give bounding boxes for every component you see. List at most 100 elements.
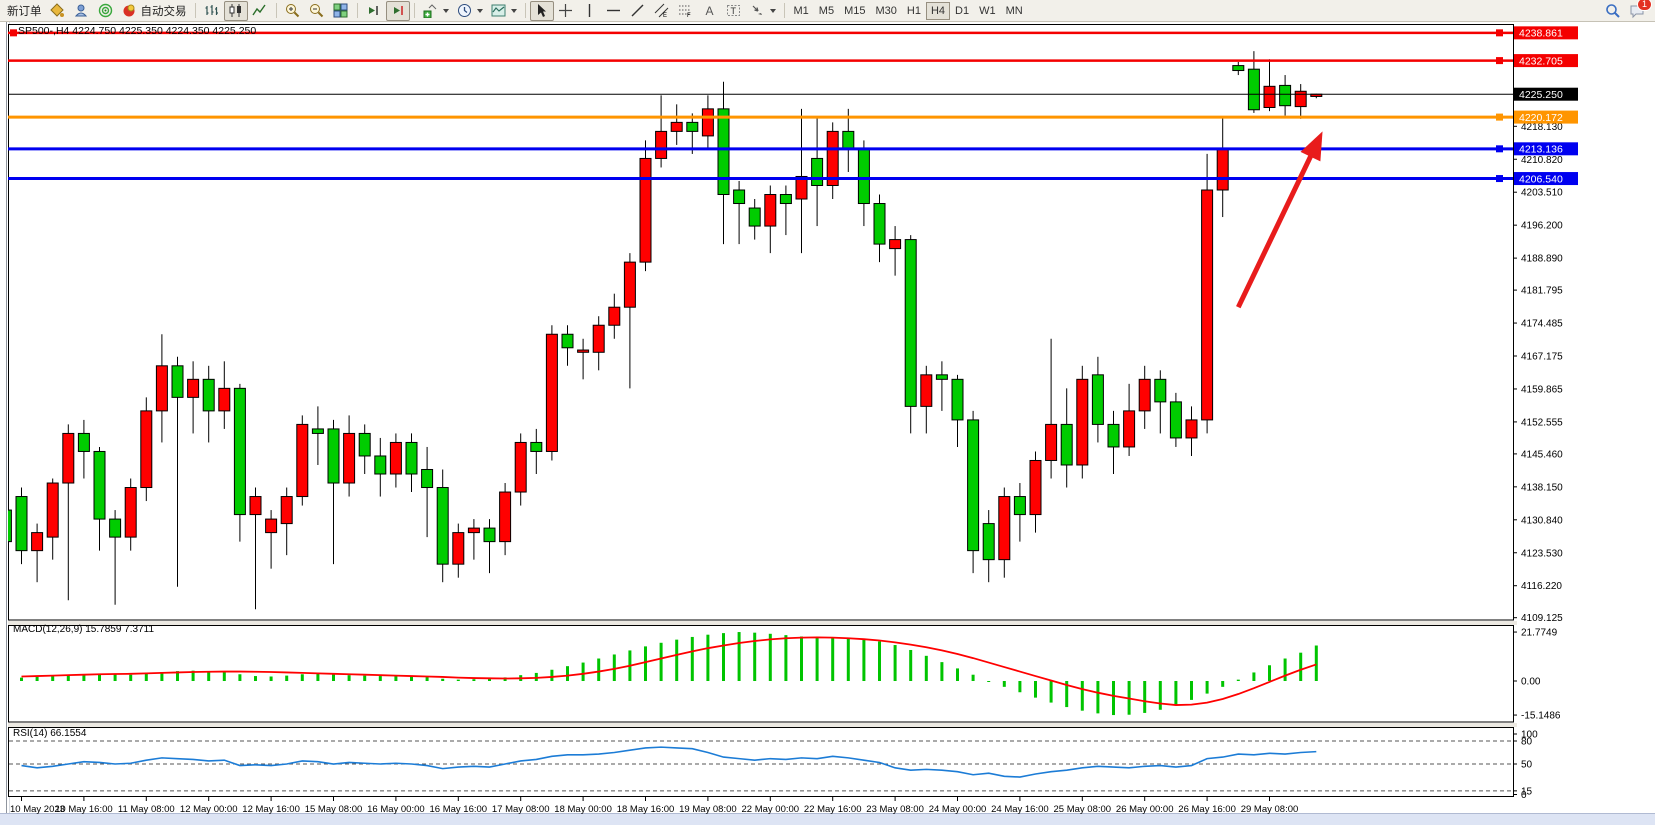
rsi-label: RSI(14) 66.1554 <box>13 728 87 739</box>
timeframe-m5[interactable]: M5 <box>818 4 835 17</box>
line-chart-button[interactable] <box>248 1 272 21</box>
rsi-scale-label: 50 <box>1521 760 1533 771</box>
signals-button[interactable] <box>94 1 118 21</box>
autotrade-icon <box>122 3 138 19</box>
timeframe-h1[interactable]: H1 <box>906 4 921 17</box>
timeframe-m15[interactable]: M15 <box>844 4 866 17</box>
time-axis-label: 12 May 00:00 <box>180 804 238 815</box>
zoom-in-button[interactable] <box>281 1 305 21</box>
toolbar-separator <box>194 3 196 18</box>
tile-windows-icon <box>333 3 349 19</box>
periods-button[interactable] <box>453 1 487 21</box>
line-handle <box>1496 29 1503 37</box>
search-icon[interactable] <box>1605 3 1621 19</box>
trendline-icon <box>630 3 646 19</box>
fibonacci-icon: F <box>678 3 694 19</box>
time-axis-label: 16 May 16:00 <box>430 804 488 815</box>
time-axis-label: 10 May 2023 <box>10 804 65 815</box>
vertical-line-button[interactable] <box>578 1 602 21</box>
accounts-button[interactable] <box>70 1 94 21</box>
user-chart-icon <box>74 3 90 19</box>
auto-scroll-button[interactable] <box>362 1 386 21</box>
timeframe-m1[interactable]: M1 <box>793 4 809 17</box>
chart-area[interactable]: 10 May 2023 10 May 16:00 11 May 08:00 12 Ma… <box>0 24 1655 825</box>
arrows-tool-button[interactable] <box>746 1 780 21</box>
dropdown-arrow-icon <box>769 8 776 13</box>
rsi-scale-label: 100 <box>1521 730 1538 741</box>
autotrade-button[interactable]: 自动交易 <box>118 1 191 21</box>
template-icon <box>491 3 507 19</box>
text-label-button[interactable]: T <box>722 1 746 21</box>
macd-signal-line <box>21 636 1317 706</box>
dropdown-arrow-icon <box>476 8 483 13</box>
timeframe-d1[interactable]: D1 <box>955 4 970 17</box>
text-tool-icon: A <box>702 3 718 19</box>
horizontal-line-button[interactable] <box>602 1 626 21</box>
crosshair-button[interactable] <box>554 1 578 21</box>
price-axis-label: 4123.530 <box>1521 548 1563 559</box>
price-axis-label: 4196.200 <box>1521 221 1563 232</box>
time-axis-label: 24 May 00:00 <box>929 804 987 815</box>
tile-windows-button[interactable] <box>329 1 353 21</box>
price-axis-label: 4218.130 <box>1521 122 1563 133</box>
zoom-out-button[interactable] <box>305 1 329 21</box>
notification-badge: 1 <box>1636 0 1652 11</box>
timeframe-mn[interactable]: MN <box>1005 4 1023 17</box>
price-axis-label: 4174.485 <box>1521 319 1563 330</box>
bar-chart-button[interactable] <box>200 1 224 21</box>
price-tag <box>1514 142 1578 156</box>
line-handle <box>1496 145 1503 153</box>
dropdown-arrow-icon <box>510 8 517 13</box>
price-tag <box>1514 54 1578 68</box>
candles <box>0 51 1323 610</box>
cursor-icon <box>534 3 550 19</box>
time-axis-label: 18 May 16:00 <box>617 804 675 815</box>
horizontal-line-icon <box>606 3 622 19</box>
price-tag-label: 4220.172 <box>1519 112 1563 124</box>
new-order-button[interactable]: 新订单 <box>3 1 46 21</box>
timeframe-w1[interactable]: W1 <box>979 4 996 17</box>
trendline-button[interactable] <box>626 1 650 21</box>
fibonacci-button[interactable]: F <box>674 1 698 21</box>
candlestick-chart-button[interactable] <box>223 0 248 21</box>
paint-bucket-icon <box>50 3 66 19</box>
price-tag-label: 4213.136 <box>1519 144 1563 156</box>
chart-window: 10 May 2023 10 May 16:00 11 May 08:00 12 Ma… <box>0 22 1655 825</box>
rsi-line <box>21 746 1317 778</box>
channel-button[interactable]: E <box>650 1 674 21</box>
chart-shift-button[interactable] <box>385 0 410 21</box>
time-axis-label: 22 May 00:00 <box>742 804 800 815</box>
line-chart-icon <box>252 3 268 19</box>
window-bottom-strip <box>0 813 1655 825</box>
styler-button[interactable] <box>46 1 70 21</box>
templates-button[interactable] <box>487 1 521 21</box>
price-axis-label: 4203.510 <box>1521 188 1563 199</box>
time-axis-label: 17 May 08:00 <box>492 804 550 815</box>
arrows-tool-icon <box>750 3 766 19</box>
dropdown-arrow-icon <box>442 8 449 13</box>
time-axis-label: 29 May 08:00 <box>1241 804 1299 815</box>
macd-scale-label: 0.00 <box>1521 677 1541 688</box>
signal-icon <box>98 3 114 19</box>
indicators-button[interactable] <box>419 1 453 21</box>
price-tag <box>1514 110 1578 124</box>
time-axis-label: 11 May 08:00 <box>118 804 175 815</box>
price-axis-label: 4116.220 <box>1521 581 1562 592</box>
time-axis-label: 16 May 00:00 <box>367 804 425 815</box>
text-button[interactable]: A <box>698 1 722 21</box>
toolbar-separator <box>413 3 415 18</box>
notifications-icon[interactable]: 1 <box>1629 0 1652 19</box>
time-axis-label: 19 May 08:00 <box>679 804 737 815</box>
macd-scale-label: 21.7749 <box>1521 628 1558 639</box>
rsi-scale-label: 0 <box>1521 790 1527 801</box>
clock-icon <box>457 3 473 19</box>
toolbar-separator <box>356 3 358 18</box>
price-axis-label: 4159.865 <box>1521 384 1563 395</box>
timeframe-h4[interactable]: H4 <box>925 1 950 20</box>
svg-text:F: F <box>687 13 691 18</box>
cursor-button[interactable] <box>529 0 554 21</box>
macd-scale-label: -15.1486 <box>1521 711 1561 722</box>
timeframe-m30[interactable]: M30 <box>875 4 897 17</box>
trend-arrow-head <box>1300 131 1323 162</box>
